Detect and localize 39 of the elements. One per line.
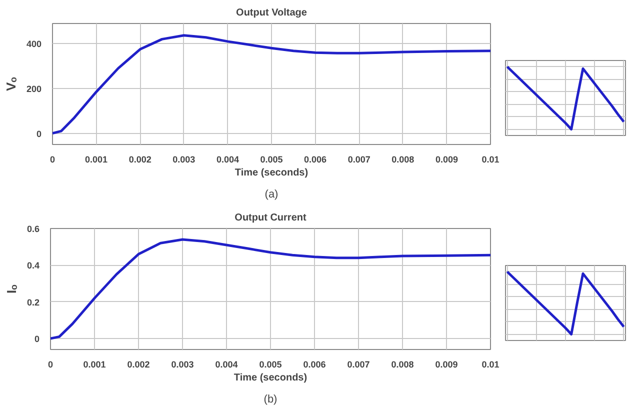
x-tick-label: 0.01 [482,154,500,164]
y-tick-label: 0.2 [26,297,40,308]
text: (a) [264,188,278,200]
y-tick-label: 400 [26,39,42,50]
chart-title: Output Voltage [236,8,308,18]
x-tick-label: 0.004 [215,360,238,370]
y-tick-label: 0.6 [26,224,40,234]
x-tick-label: 0.004 [216,154,239,164]
x-tick-label: 0.001 [83,360,106,370]
x-tick-label: 0.002 [127,360,150,370]
x-tick-label: 0 [48,360,54,370]
text: (b) [264,394,278,406]
x-tick-label: 0.009 [435,154,458,164]
x-tick-label: 0.005 [259,360,282,370]
y-tick-label: 0 [34,334,40,344]
x-tick-label: 0.005 [260,154,283,164]
x-tick-label: 0.006 [303,360,326,370]
x-tick-label: 0.002 [128,154,152,164]
x-tick-label: 0.01 [482,360,500,370]
y-tick-label: 0 [36,128,42,139]
x-axis-title: Time (seconds) [234,372,308,384]
y-tick-label: 0.4 [26,260,40,271]
chart-title: Output Current [234,212,307,224]
x-tick-label: 0.001 [85,154,108,164]
x-tick-label: 0.009 [435,360,458,370]
x-axis-title: Time (seconds) [234,168,308,178]
x-tick-label: 0.006 [304,154,327,164]
y-tick-label: 200 [26,84,42,94]
line-series [52,34,490,135]
x-tick-label: 0.008 [391,360,414,370]
line-series [50,238,490,340]
x-tick-label: 0.008 [392,154,414,164]
x-tick-label: 0.003 [171,360,194,370]
x-tick-label: 0.007 [348,154,370,164]
x-tick-label: 0 [50,154,56,164]
y-axis-title: Vₒ [3,76,18,91]
y-axis-title: Iₒ [4,284,19,294]
x-tick-label: 0.007 [347,360,370,370]
x-tick-label: 0.003 [172,154,196,164]
